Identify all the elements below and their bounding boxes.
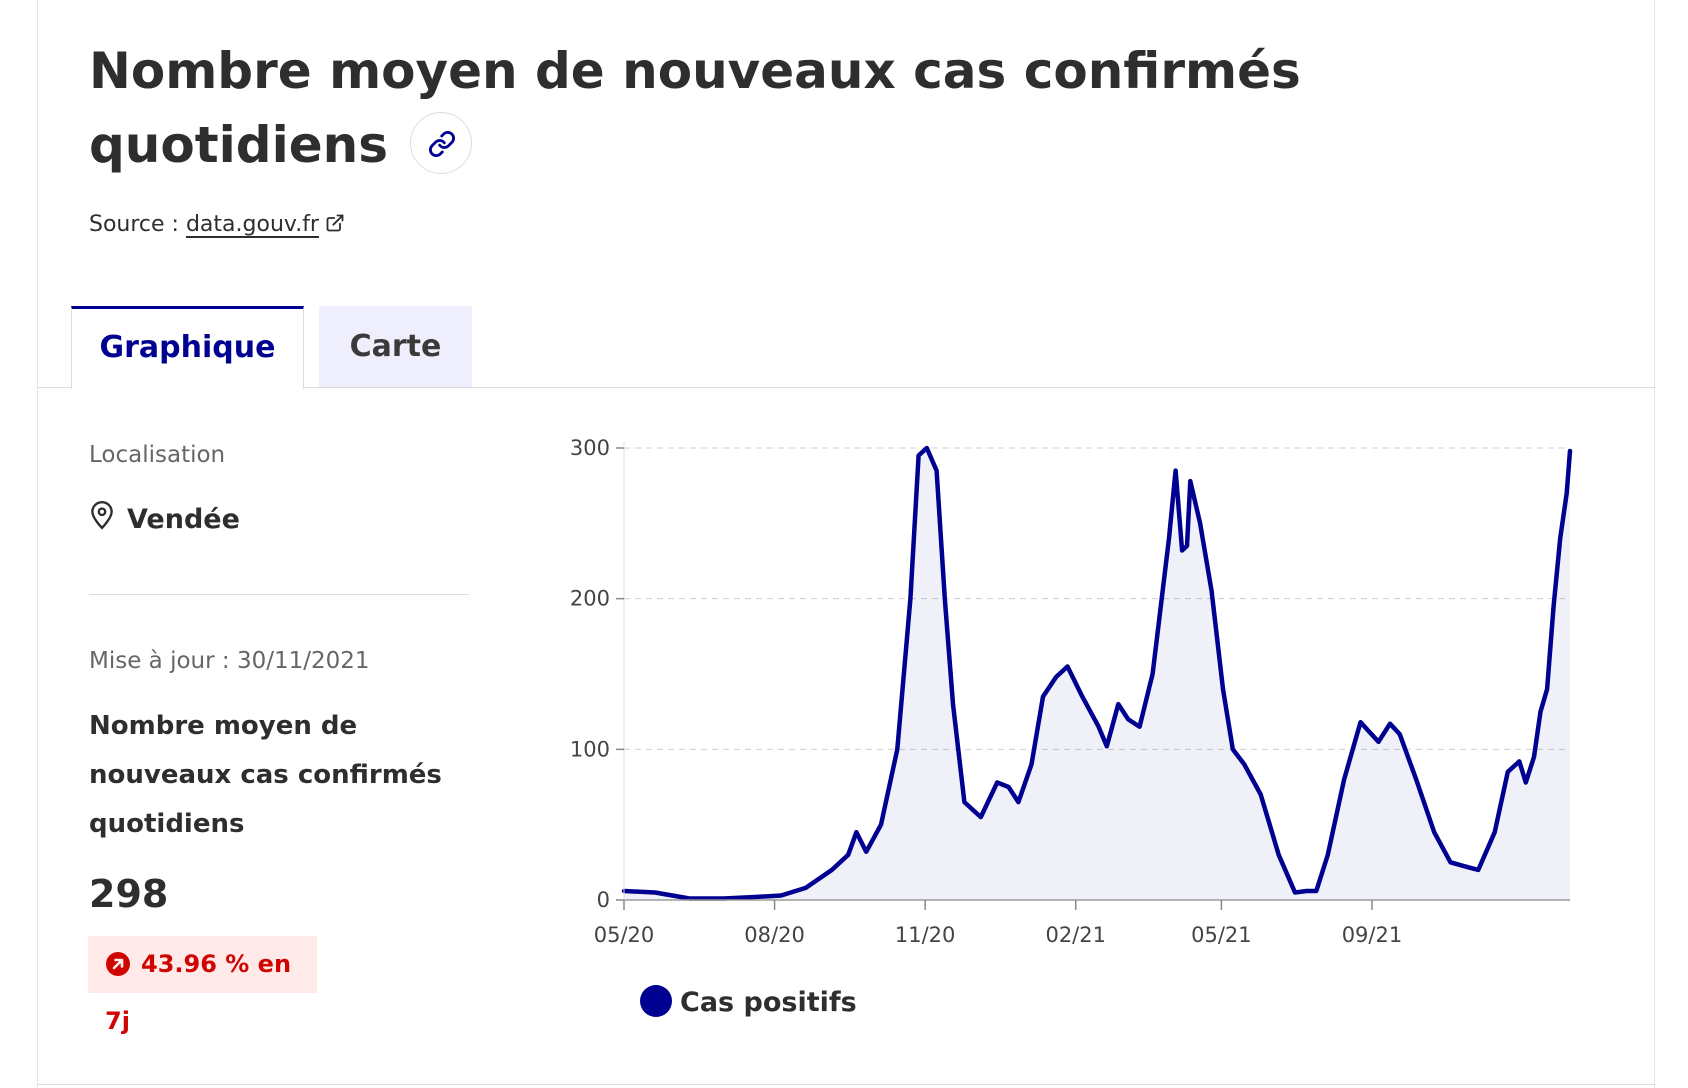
axes (623, 442, 1570, 901)
trend-text: 43.96 % en 7j (105, 950, 292, 1035)
indicator-card (37, 0, 1655, 1088)
location-value-text: Vendée (127, 504, 240, 535)
tab-graphique[interactable]: Graphique (71, 306, 304, 389)
grid-lines (624, 447, 1570, 750)
y-axis-ticks: 0 100 200 300 (570, 436, 624, 912)
bottom-divider (37, 1084, 1655, 1085)
tab-divider (37, 387, 1655, 388)
y-tick-label: 200 (570, 587, 610, 611)
x-tick-label: 05/20 (594, 923, 655, 947)
legend-swatch (640, 985, 672, 1017)
external-link-icon (326, 214, 344, 232)
x-tick-label: 09/21 (1342, 923, 1403, 947)
source-link[interactable]: data.gouv.fr (186, 212, 345, 237)
x-tick-label: 05/21 (1191, 923, 1252, 947)
source-prefix: Source : (89, 212, 186, 237)
cases-chart: 0 100 200 300 05/20 08/20 11/20 02/21 05/21 09/2… (570, 436, 1573, 947)
tab-carte[interactable]: Carte (319, 306, 472, 388)
x-tick-label: 11/20 (895, 923, 956, 947)
location-value: Vendée (89, 500, 240, 535)
arrow-up-right-icon (106, 952, 130, 976)
source-line: Source : data.gouv.fr (89, 212, 345, 237)
x-tick-label: 08/20 (744, 923, 805, 947)
update-date: Mise à jour : 30/11/2021 (89, 648, 370, 674)
sidebar-divider (89, 594, 469, 595)
chart-legend[interactable]: Cas positifs (640, 985, 857, 1018)
indicator-value: 298 (89, 872, 169, 916)
y-tick-label: 300 (570, 436, 610, 460)
location-label: Localisation (89, 442, 226, 468)
indicator-title: Nombre moyen de nouveaux cas confirmés q… (89, 711, 442, 839)
x-axis-ticks: 05/20 08/20 11/20 02/21 05/21 09/21 (594, 900, 1402, 947)
trend-badge: 43.96 % en 7j (88, 936, 317, 1035)
source-link-text: data.gouv.fr (185, 212, 319, 237)
link-icon (429, 130, 455, 157)
x-tick-label: 02/21 (1045, 923, 1106, 947)
map-pin-icon (91, 500, 113, 530)
series-line-cas-positifs (621, 445, 1573, 901)
page-title: Nombre moyen de nouveaux cas confirmés q… (89, 34, 1389, 182)
legend-label: Cas positifs (680, 987, 857, 1018)
y-tick-label: 0 (597, 888, 610, 912)
page-title-text: Nombre moyen de nouveaux cas confirmés q… (89, 42, 1301, 174)
y-tick-label: 100 (570, 737, 610, 761)
area-fill (624, 448, 1570, 900)
copy-link-button[interactable] (409, 111, 472, 174)
